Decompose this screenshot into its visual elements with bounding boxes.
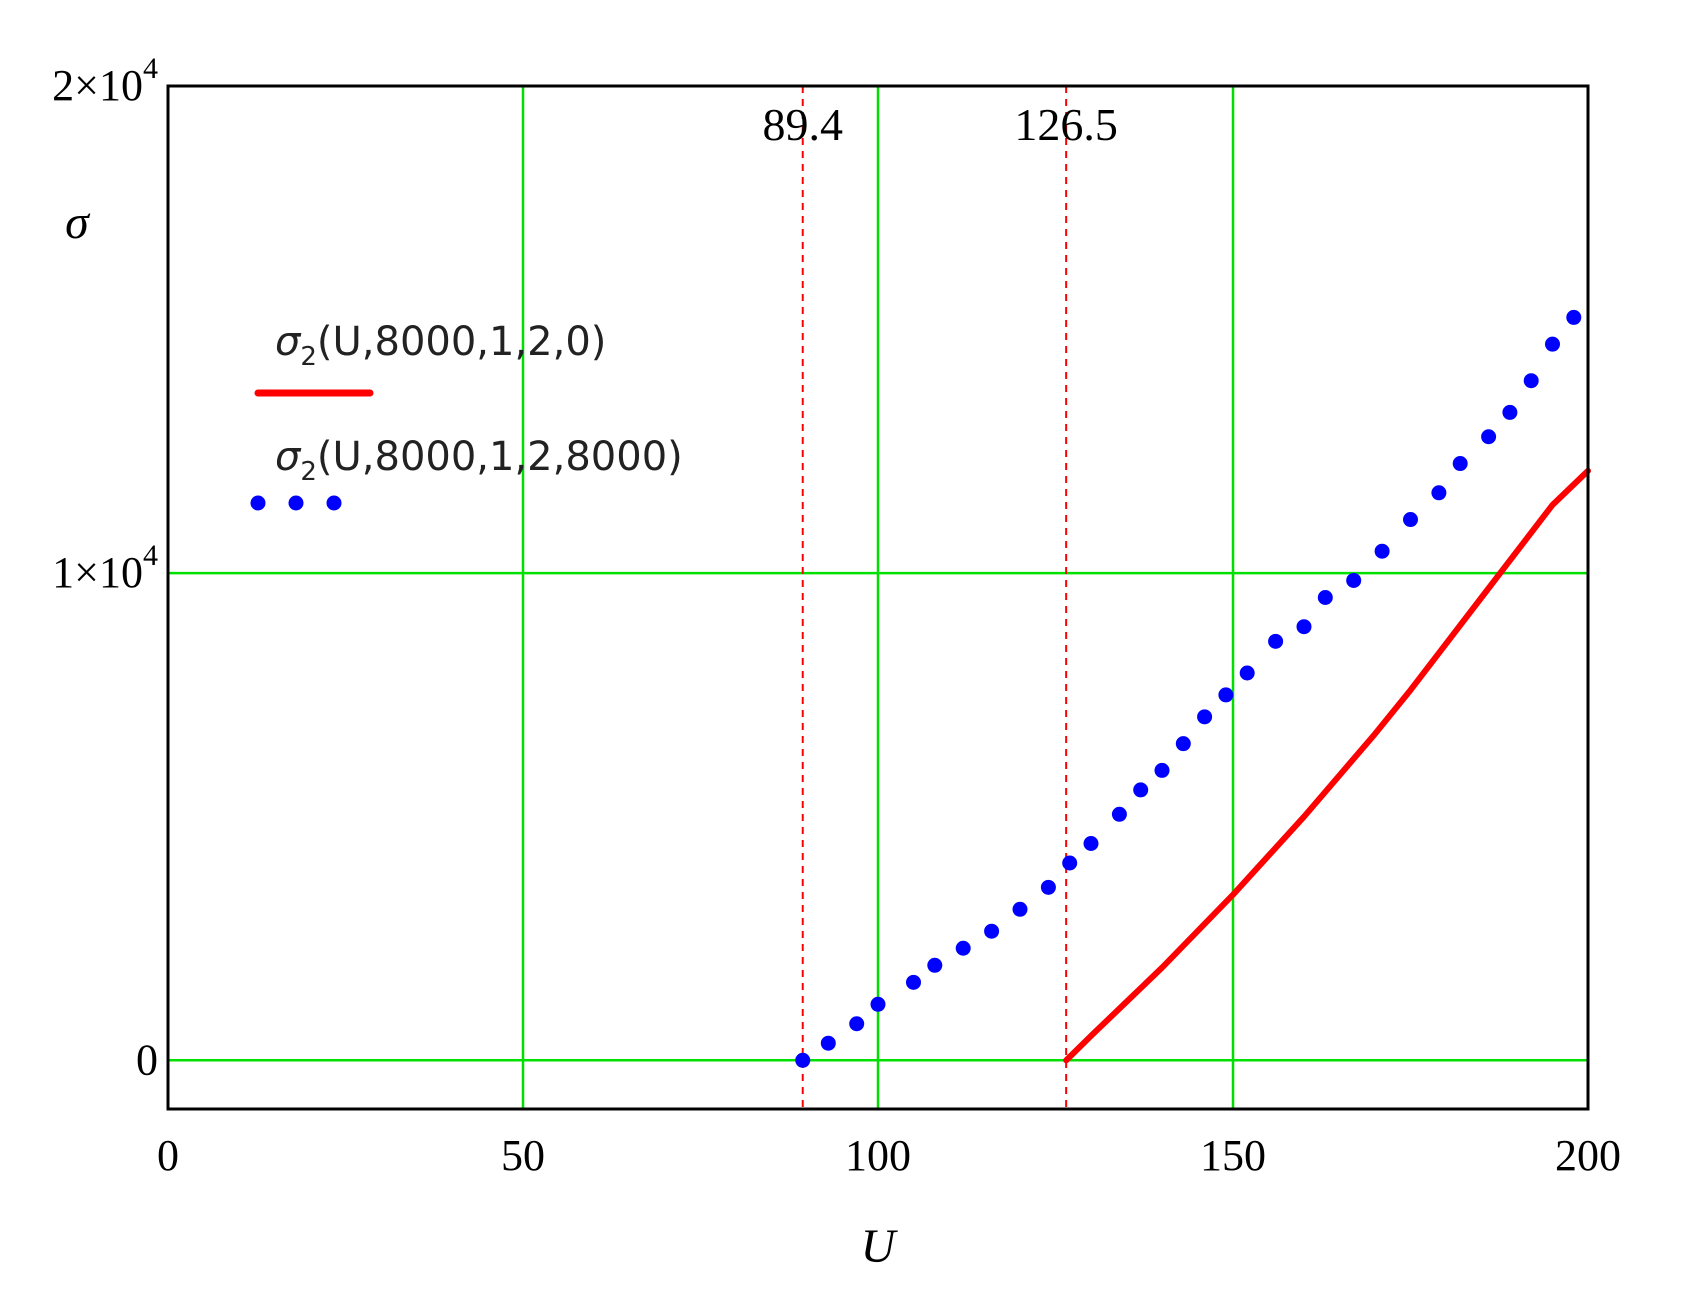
series-layer (795, 309, 1591, 1068)
x-tick-label-2: 100 (845, 1131, 911, 1180)
legend-swatch-1-dot (250, 495, 266, 511)
series-1-point (1062, 855, 1078, 871)
series-1-point (849, 1016, 865, 1032)
series-1-point (1040, 879, 1056, 895)
series-1-point (984, 923, 1000, 939)
series-0-line (1063, 467, 1591, 1064)
series-1-point (795, 1052, 811, 1068)
series-1-point (1523, 373, 1539, 389)
series-1-point (1197, 709, 1213, 725)
series-1-point (1218, 687, 1234, 703)
series-1-point (1374, 543, 1390, 559)
series-1-point (1502, 404, 1518, 420)
tick-layer: 0 50 100 150 200 0 1×104 2×104 (52, 52, 1621, 1180)
series-1-point (1268, 633, 1284, 649)
y-tick-label-1: 1×104 (52, 539, 158, 597)
series-1-point (1111, 806, 1127, 822)
legend-label-0: σ2(U,8000,1,2,0) (275, 319, 606, 372)
series-1-point (1545, 336, 1560, 352)
marker-layer: 89.4 126.5 (762, 86, 1118, 1111)
series-1-point (1133, 782, 1149, 798)
series-1-point (955, 940, 971, 956)
series-1-point (1403, 512, 1418, 528)
x-tick-label-0: 0 (157, 1131, 179, 1180)
series-1-point (1481, 429, 1497, 445)
x-tick-label-1: 50 (501, 1131, 545, 1180)
legend: σ2(U,8000,1,2,0) σ2(U,8000,1,2,8000) (250, 319, 683, 511)
grid-layer (168, 86, 1588, 1109)
legend-swatch-1-dot (288, 495, 304, 511)
series-1-point (870, 996, 886, 1012)
y-tick-label-0: 0 (136, 1035, 158, 1084)
plot-frame (166, 84, 1590, 1111)
x-tick-label-4: 200 (1555, 1131, 1621, 1180)
series-1-point (1154, 762, 1170, 778)
y-tick-label-2: 2×104 (52, 52, 158, 110)
series-1-point (1566, 309, 1582, 325)
series-1-point (927, 957, 943, 973)
series-1-point (906, 974, 921, 990)
series-1-point (1012, 901, 1028, 917)
legend-swatch-1-dot (326, 495, 342, 511)
marker-label-0: 89.4 (762, 99, 843, 150)
series-1-point (1346, 572, 1362, 588)
series-1-point (1083, 836, 1099, 852)
series-1-point (1431, 485, 1447, 501)
series-1-point (1175, 736, 1191, 752)
y-axis-title: σ (65, 196, 91, 249)
series-1-point (1317, 590, 1333, 605)
legend-label-1: σ2(U,8000,1,2,8000) (275, 434, 683, 487)
series-1-point (820, 1035, 836, 1051)
series-1-point (1239, 665, 1255, 681)
series-1-point (1452, 456, 1468, 472)
x-axis-title: U (861, 1220, 899, 1273)
marker-label-1: 126.5 (1014, 99, 1118, 150)
series-1-point (1296, 619, 1312, 635)
x-tick-label-3: 150 (1200, 1131, 1266, 1180)
